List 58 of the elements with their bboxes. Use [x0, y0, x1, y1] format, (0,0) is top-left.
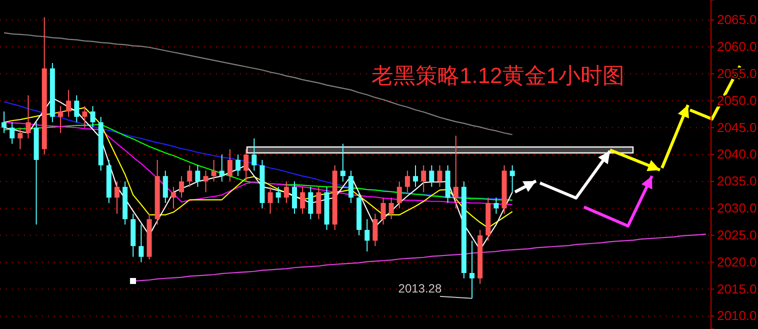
candlestick: [203, 170, 208, 193]
candlestick: [268, 186, 273, 214]
candlestick: [380, 197, 386, 226]
candlestick: [74, 94, 80, 123]
candlestick: [453, 135, 458, 209]
candlestick: [179, 176, 184, 198]
candlestick: [469, 240, 474, 299]
candlestick: [138, 224, 144, 263]
candlestick: [187, 164, 192, 188]
candlestick: [364, 218, 370, 252]
candlestick: [10, 122, 15, 144]
candlestick: [413, 164, 418, 188]
candlestick: [308, 186, 314, 220]
y-tick-label: 2030.0: [717, 200, 757, 216]
candlestick: [300, 186, 306, 214]
candlestick: [90, 106, 96, 128]
candlestick: [284, 180, 289, 204]
candlestick: [58, 106, 64, 134]
y-tick-label: 2035.0: [717, 174, 757, 189]
candlestick: [372, 213, 378, 247]
candlestick: [316, 186, 322, 220]
y-tick-label: 2045.0: [717, 120, 757, 135]
candlestick: [66, 89, 72, 118]
candlestick: [494, 197, 499, 214]
y-tick-label: 2020.0: [717, 254, 757, 270]
y-tick-label: 2010.0: [717, 308, 757, 324]
candlestick: [252, 138, 257, 172]
y-tick-label: 2040.0: [717, 146, 757, 162]
candlestick: [195, 164, 200, 188]
candlestick: [170, 186, 176, 209]
candlestick: [2, 110, 7, 134]
y-tick-label: 2025.0: [717, 227, 757, 242]
candlestick: [429, 164, 434, 188]
candlestick: [437, 164, 442, 188]
candlestick: [114, 180, 120, 214]
candlestick: [236, 154, 241, 177]
candlestick: [244, 148, 249, 182]
text: 老黑策略1.12黄金1小时图: [371, 63, 625, 88]
candlestick: [276, 186, 281, 204]
annotation: 2013.28: [398, 281, 442, 296]
candlestick: [26, 94, 31, 139]
candlestick: [396, 180, 402, 209]
candlestick: [421, 164, 426, 193]
y-tick-label: 2060.0: [717, 39, 757, 54]
candlestick: [388, 197, 394, 220]
candlestick: [348, 170, 354, 204]
candlestick: [18, 127, 23, 150]
candlestick: [227, 148, 232, 182]
candlestick: [219, 154, 224, 182]
candlestick: [292, 180, 297, 214]
candlestick: [404, 170, 410, 193]
candlestick: [510, 164, 515, 193]
candlestick: [82, 106, 88, 128]
y-tick-label: 2065.0: [717, 12, 757, 28]
candlestick: [211, 159, 216, 182]
y-tick-label: 2015.0: [717, 281, 757, 296]
candlestick: [162, 170, 168, 204]
candlestick: [340, 143, 346, 182]
